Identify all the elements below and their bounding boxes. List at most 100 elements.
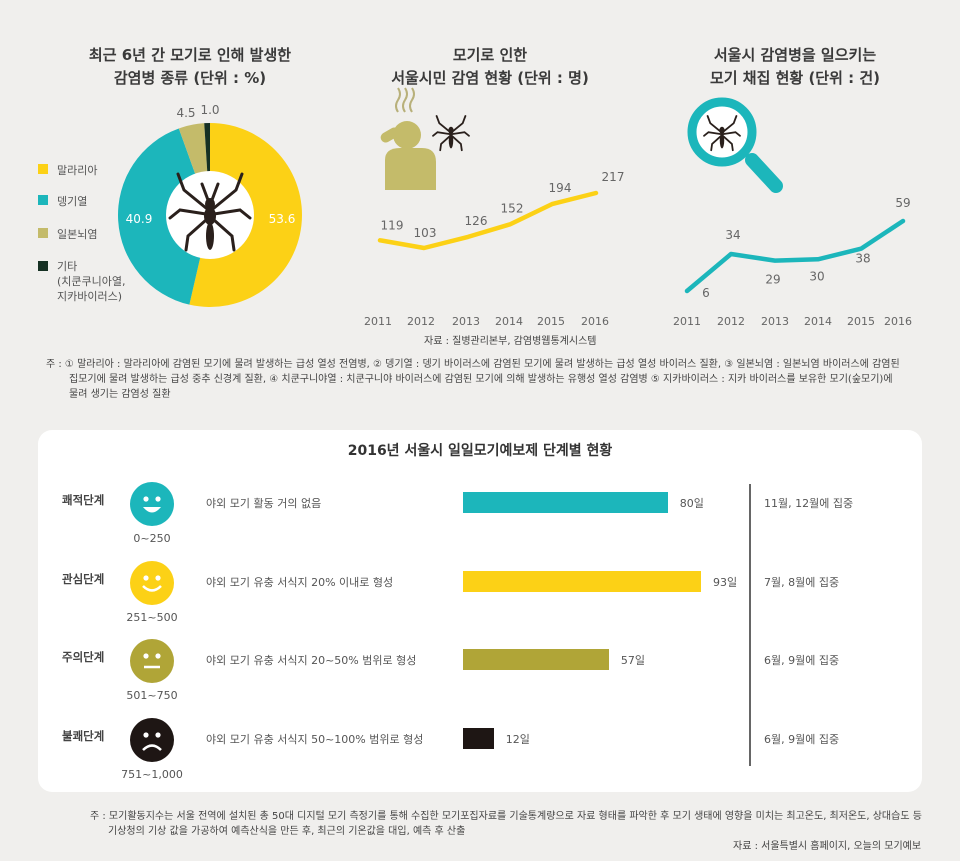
stage-bar: [463, 728, 494, 749]
data-label: 38: [855, 252, 870, 266]
stage-days-label: 57일: [620, 654, 645, 667]
x-tick-label: 2015: [537, 315, 565, 328]
x-tick-label: 2016: [581, 315, 609, 328]
stage-period: 6월, 9월에 집중: [764, 733, 840, 746]
legend-note-2: 지카바이러스): [57, 290, 123, 303]
x-tick-label: 2015: [847, 315, 875, 328]
legend-swatch: [38, 164, 48, 174]
legend-label: 뎅기열: [57, 195, 88, 208]
footnote-bottom-line2: 기상청의 기상 값을 가공하여 예측산식을 만든 후, 최근의 기온값을 대입,…: [108, 826, 466, 837]
x-tick-label: 2013: [452, 315, 480, 328]
line1-title-line1: 모기로 인한: [452, 46, 528, 64]
legend-swatch: [38, 261, 48, 271]
stage-range: 0~250: [133, 532, 171, 545]
data-label: 6: [702, 286, 710, 300]
legend-item-malaria: 말라리아: [38, 162, 97, 178]
mosquito-icon: [168, 172, 252, 252]
x-tick-label: 2014: [804, 315, 832, 328]
line-chart-infections: 119 103 126 152 194 217: [377, 87, 625, 251]
series-line: [377, 190, 599, 251]
legend-swatch: [38, 228, 48, 238]
footnote-top-line3: 물려 생기는 감염성 질환: [69, 389, 171, 400]
sad-face-icon: [130, 718, 174, 762]
x-tick-label: 2014: [495, 315, 523, 328]
data-label: 59: [895, 196, 910, 210]
stage-range: 501~750: [126, 689, 178, 702]
mosquito-icon: [432, 115, 470, 152]
panel-divider: [749, 484, 751, 766]
stage-days-label: 80일: [679, 497, 704, 510]
smile-open-face-icon: [130, 482, 174, 526]
stage-days-label: 93일: [713, 576, 738, 589]
legend-label-group: 기타 (치쿤쿠니아열, 지카바이러스): [57, 259, 126, 304]
line2-title-line1: 서울시 감염병을 일으키는: [713, 46, 877, 64]
x-tick-label: 2012: [717, 315, 745, 328]
data-label: 126: [465, 214, 488, 228]
pie-value-label: 1.0: [200, 103, 219, 117]
mosquito-icon: [703, 115, 741, 152]
stage-period: 11월, 12월에 집중: [764, 497, 854, 510]
x-tick-label: 2011: [673, 315, 701, 328]
pie-title-line1: 최근 6년 간 모기로 인해 발생한: [88, 46, 292, 64]
pie-chart: 53.6 40.9 4.5 1.0: [117, 103, 302, 307]
x-tick-label: 2011: [364, 315, 392, 328]
pie-value-label: 53.6: [269, 212, 296, 226]
data-label: 30: [809, 269, 824, 283]
pie-chart-title: 최근 6년 간 모기로 인해 발생한 감염병 종류 (단위 : %): [50, 44, 330, 90]
data-label: 217: [602, 170, 625, 184]
legend-label: 일본뇌염: [57, 228, 98, 241]
magnifier-icon: [687, 97, 783, 193]
person-itching-icon: [380, 87, 436, 190]
data-label: 119: [381, 218, 404, 232]
series-line: [684, 218, 906, 294]
line1-title-line2: 서울시민 감염 현황 (단위 : 명): [391, 69, 589, 87]
data-label: 34: [725, 228, 740, 242]
stage-days-label: 12일: [505, 733, 530, 746]
stage-description: 야외 모기 활동 거의 없음: [206, 497, 322, 510]
legend-swatch: [38, 195, 48, 205]
legend-label: 기타: [57, 260, 78, 273]
stage-description: 야외 모기 유충 서식지 20~50% 범위로 형성: [206, 654, 417, 667]
legend-note-1: (치쿤쿠니아열,: [57, 275, 126, 288]
line2-title-line2: 모기 채집 현황 (단위 : 건): [709, 69, 881, 87]
mosquito-forecast-panel: 2016년 서울시 일일모기예보제 단계별 현황 쾌적단계 0~250 야외 모기 …: [38, 430, 922, 792]
x-tick-label: 2016: [884, 315, 912, 328]
data-label: 103: [414, 226, 437, 240]
x-tick-label: 2012: [407, 315, 435, 328]
stage-range: 751~1,000: [121, 768, 183, 781]
line-chart-mosquito-collection: 6 34 29 30 38 59: [684, 97, 911, 300]
line2-chart-title: 서울시 감염병을 일으키는 모기 채집 현황 (단위 : 건): [655, 44, 935, 90]
pie-value-label: 4.5: [176, 106, 195, 120]
footnote-bottom-line1: 주 : 모기활동지수는 서울 전역에 설치된 총 50대 디지털 모기 측정기를…: [90, 811, 922, 822]
stage-period: 6월, 9월에 집중: [764, 654, 840, 667]
data-label: 152: [501, 201, 524, 215]
smile-face-icon: [130, 561, 174, 605]
stage-description: 야외 모기 유충 서식지 20% 이내로 형성: [206, 576, 394, 589]
footnote-bottom: 주 : 모기활동지수는 서울 전역에 설치된 총 50대 디지털 모기 측정기를…: [90, 809, 950, 839]
stage-bar: [463, 492, 668, 513]
pie-title-line2: 감염병 종류 (단위 : %): [113, 69, 267, 87]
line1-chart-title: 모기로 인한 서울시민 감염 현황 (단위 : 명): [350, 44, 630, 90]
stage-name: 불쾌단계: [62, 729, 105, 743]
footnote-top-line2: 집모기에 물려 발생하는 급성 중추 신경계 질환, ④ 치쿤구니야열 : 치쿤…: [69, 374, 893, 385]
stage-name: 주의단계: [62, 650, 105, 664]
stage-range: 251~500: [126, 611, 178, 624]
source-bottom: 자료 : 서울특별시 홈페이지, 오늘의 모기예보: [733, 841, 922, 852]
legend-item-japanese-encephalitis: 일본뇌염: [38, 226, 97, 242]
source-top: 자료 : 질병관리본부, 감염병웹통계시스템: [424, 336, 597, 347]
stage-name: 관심단계: [62, 572, 105, 586]
data-label: 194: [549, 181, 572, 195]
legend-item-other: 기타 (치쿤쿠니아열, 지카바이러스): [38, 259, 126, 304]
stage-period: 7월, 8월에 집중: [764, 576, 840, 589]
footnote-top-line1: 주 : ① 말라리아 : 말라리아에 감염된 모기에 물려 발생하는 급성 열성…: [46, 359, 900, 370]
neutral-face-icon: [130, 639, 174, 683]
footnote-top: 주 : ① 말라리아 : 말라리아에 감염된 모기에 물려 발생하는 급성 열성…: [46, 357, 926, 402]
legend-label: 말라리아: [57, 164, 98, 177]
data-label: 29: [765, 273, 780, 287]
stage-bar: [463, 649, 609, 670]
pie-slice-dengue: [117, 128, 210, 305]
stage-description: 야외 모기 유충 서식지 50~100% 범위로 형성: [206, 733, 424, 746]
pie-value-label: 40.9: [126, 212, 153, 226]
stage-name: 쾌적단계: [62, 493, 105, 507]
legend-item-dengue: 뎅기열: [38, 193, 87, 209]
